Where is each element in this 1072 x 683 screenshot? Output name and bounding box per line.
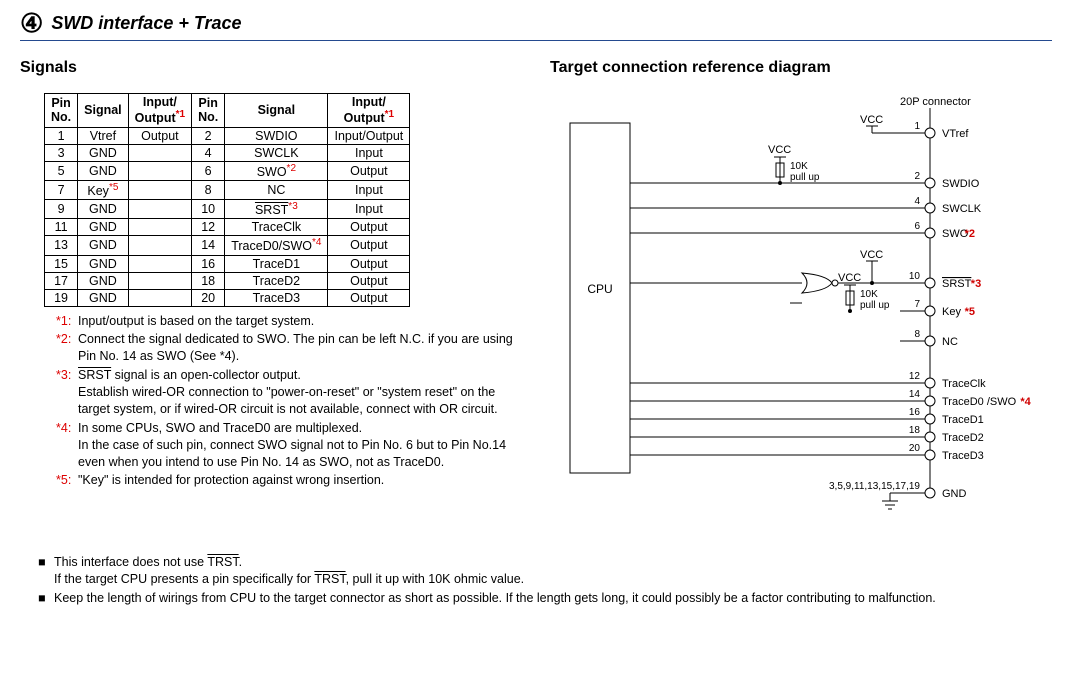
svg-text:4: 4 [914, 196, 920, 207]
svg-text:*5: *5 [965, 306, 975, 318]
svg-text:10: 10 [909, 271, 921, 282]
svg-text:Key: Key [942, 306, 961, 318]
svg-text:8: 8 [914, 329, 920, 340]
svg-text:TraceD2: TraceD2 [942, 432, 984, 444]
svg-text:*2: *2 [965, 228, 975, 240]
signals-heading: Signals [20, 59, 520, 77]
svg-text:10K: 10K [860, 289, 878, 300]
content-columns: Signals PinNo. Signal Input/Output*1 Pin… [20, 59, 1052, 536]
svg-text:12: 12 [909, 371, 921, 382]
svg-text:VCC: VCC [768, 144, 791, 156]
svg-text:14: 14 [909, 389, 921, 400]
section-number: ④ [20, 10, 43, 36]
th-io-2: Input/Output*1 [328, 94, 410, 128]
connection-diagram: CPU20P connectorVCCVCC10Kpull upVCCVCC10… [550, 93, 1070, 533]
svg-text:SRST: SRST [942, 278, 972, 290]
svg-text:pull up: pull up [860, 300, 890, 311]
svg-text:SWDIO: SWDIO [942, 178, 980, 190]
section-title: SWD interface + Trace [51, 13, 241, 34]
th-io: Input/Output*1 [128, 94, 191, 128]
section-header: ④ SWD interface + Trace [20, 10, 1052, 41]
svg-text:7: 7 [914, 299, 920, 310]
svg-text:VCC: VCC [860, 249, 883, 261]
footnotes: *1:Input/output is based on the target s… [56, 313, 520, 490]
svg-text:VCC: VCC [860, 114, 883, 126]
pin-table: PinNo. Signal Input/Output*1 PinNo. Sign… [44, 93, 410, 307]
th-signal-2: Signal [225, 94, 328, 128]
svg-text:*3: *3 [971, 278, 981, 290]
signals-column: Signals PinNo. Signal Input/Output*1 Pin… [20, 59, 520, 536]
th-pin-2: PinNo. [192, 94, 225, 128]
svg-text:20: 20 [909, 443, 921, 454]
bullet-notes: ■This interface does not use TRST.If the… [38, 554, 1052, 607]
svg-text:*4: *4 [1020, 396, 1031, 408]
svg-text:3,5,9,11,13,15,17,19: 3,5,9,11,13,15,17,19 [829, 481, 920, 492]
svg-text:VTref: VTref [942, 128, 969, 140]
th-signal: Signal [78, 94, 129, 128]
svg-text:18: 18 [909, 425, 921, 436]
svg-text:GND: GND [942, 488, 967, 500]
svg-text:TraceD3: TraceD3 [942, 450, 984, 462]
svg-text:1: 1 [914, 121, 920, 132]
svg-text:CPU: CPU [587, 282, 612, 296]
diagram-heading: Target connection reference diagram [550, 59, 1050, 77]
svg-text:NC: NC [942, 336, 958, 348]
svg-text:6: 6 [914, 221, 920, 232]
svg-text:16: 16 [909, 407, 921, 418]
svg-text:TraceD1: TraceD1 [942, 414, 984, 426]
svg-text:10K: 10K [790, 161, 808, 172]
svg-text:VCC: VCC [838, 272, 861, 284]
svg-text:20P connector: 20P connector [900, 96, 971, 108]
diagram-column: Target connection reference diagram CPU 2… [550, 59, 1050, 536]
svg-text:pull up: pull up [790, 172, 820, 183]
svg-text:TraceClk: TraceClk [942, 378, 986, 390]
svg-text:SWCLK: SWCLK [942, 203, 982, 215]
svg-text:TraceD0 /SWO: TraceD0 /SWO [942, 396, 1017, 408]
th-pin: PinNo. [45, 94, 78, 128]
svg-text:2: 2 [914, 171, 920, 182]
